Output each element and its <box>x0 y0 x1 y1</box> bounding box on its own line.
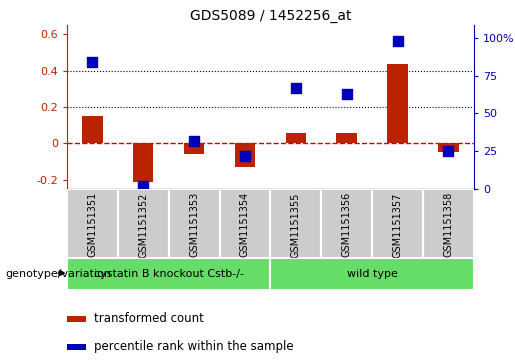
Bar <box>270 189 321 258</box>
Point <box>393 38 402 44</box>
Text: wild type: wild type <box>347 269 398 279</box>
Text: GSM1151354: GSM1151354 <box>240 192 250 257</box>
Text: cystatin B knockout Cstb-/-: cystatin B knockout Cstb-/- <box>94 269 244 279</box>
Text: GSM1151352: GSM1151352 <box>138 192 148 258</box>
Point <box>139 183 147 189</box>
Bar <box>219 189 270 258</box>
Text: GSM1151357: GSM1151357 <box>392 192 403 258</box>
Bar <box>286 133 306 143</box>
Point <box>241 153 249 159</box>
Point <box>291 85 300 91</box>
Point <box>444 148 453 154</box>
Bar <box>67 316 87 322</box>
Bar <box>423 189 474 258</box>
Bar <box>387 64 408 143</box>
Bar <box>270 258 474 290</box>
Bar <box>133 143 153 182</box>
Bar <box>169 189 219 258</box>
Bar <box>67 344 87 350</box>
Bar <box>372 189 423 258</box>
Bar <box>336 133 357 143</box>
Bar <box>321 189 372 258</box>
Title: GDS5089 / 1452256_at: GDS5089 / 1452256_at <box>190 9 351 23</box>
Bar <box>235 143 255 167</box>
Bar <box>438 143 458 152</box>
Point <box>190 138 198 143</box>
Bar <box>184 143 204 154</box>
Bar <box>118 189 169 258</box>
Bar <box>67 189 118 258</box>
Text: percentile rank within the sample: percentile rank within the sample <box>94 340 294 353</box>
Point <box>88 59 96 65</box>
Text: GSM1151351: GSM1151351 <box>88 192 97 257</box>
Text: GSM1151356: GSM1151356 <box>341 192 352 257</box>
Bar <box>67 258 270 290</box>
Text: GSM1151358: GSM1151358 <box>443 192 453 257</box>
Text: GSM1151353: GSM1151353 <box>189 192 199 257</box>
Bar <box>82 116 102 143</box>
Text: transformed count: transformed count <box>94 312 204 325</box>
Point <box>342 91 351 97</box>
Text: GSM1151355: GSM1151355 <box>291 192 301 258</box>
Text: genotype/variation: genotype/variation <box>5 269 111 279</box>
